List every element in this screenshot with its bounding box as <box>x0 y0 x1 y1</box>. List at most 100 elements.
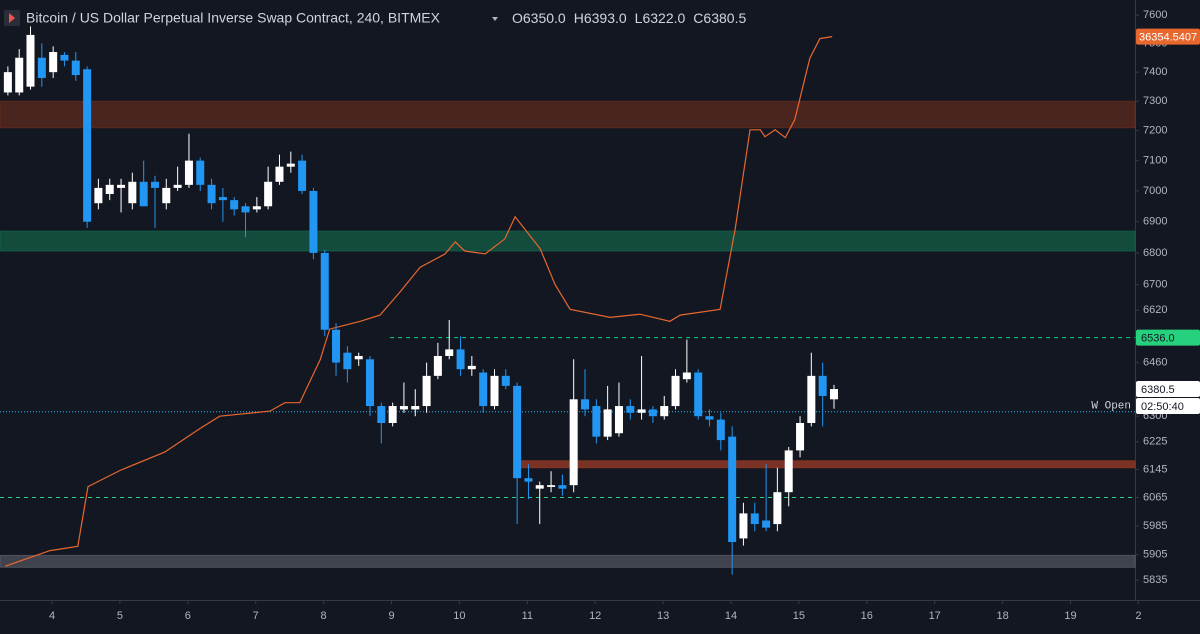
candle-body <box>264 181 273 207</box>
y-tick-label: 7200 <box>1143 125 1167 137</box>
level-badge <box>1136 329 1200 346</box>
y-tick-label: 5985 <box>1143 520 1167 532</box>
candle-body <box>105 184 114 195</box>
candle-body <box>37 57 46 78</box>
candle-body <box>162 187 171 204</box>
ohlc-value: 6350.0 <box>523 10 566 26</box>
y-tick-label: 7600 <box>1143 9 1167 21</box>
ohlc-key: L <box>635 10 643 26</box>
x-tick-label: 4 <box>49 610 55 622</box>
candle-body <box>660 406 669 417</box>
candle-body <box>377 406 386 423</box>
x-tick-label: 9 <box>388 610 394 622</box>
symbol-icon <box>9 13 15 23</box>
x-tick-label: 18 <box>996 610 1008 622</box>
x-tick-label: 12 <box>589 610 601 622</box>
candle-body <box>354 355 363 360</box>
candle-body <box>60 54 69 61</box>
candle-body <box>569 399 578 486</box>
y-tick-label: 6900 <box>1143 216 1167 228</box>
candle-body <box>365 359 374 407</box>
indicator-line <box>5 36 833 567</box>
ohlc-key: H <box>574 10 584 26</box>
candle-body <box>128 181 137 204</box>
candle-body <box>614 406 623 434</box>
candle-body <box>490 375 499 407</box>
candle-body <box>196 160 205 185</box>
x-tick-label: 5 <box>117 610 123 622</box>
candle-body <box>252 206 261 210</box>
y-tick-label: 6065 <box>1143 491 1167 503</box>
candle-body <box>762 520 771 528</box>
zone <box>0 100 1136 129</box>
x-tick-label: 14 <box>725 610 737 622</box>
candle-body <box>15 57 24 93</box>
x-tick-label: 19 <box>1064 610 1076 622</box>
y-tick-label: 6700 <box>1143 279 1167 291</box>
candle-body <box>739 513 748 539</box>
y-tick-label: 6145 <box>1143 463 1167 475</box>
indicator-label: 36354.5407 <box>1139 32 1197 44</box>
x-tick-label: 8 <box>321 610 327 622</box>
candle-body <box>547 485 556 487</box>
title-caret[interactable] <box>492 17 498 21</box>
candle-body <box>343 352 352 370</box>
candle-body <box>184 160 193 185</box>
candle-body <box>581 399 590 410</box>
ohlc-value: 6393.0 <box>584 10 627 26</box>
candle-body <box>637 409 646 413</box>
candle-body <box>49 52 58 73</box>
ohlc-key: C <box>693 10 703 26</box>
candle-body <box>535 485 544 489</box>
x-tick-label: 10 <box>453 610 465 622</box>
ohlc-value: 6380.5 <box>703 10 746 26</box>
candle-body <box>151 181 160 188</box>
candle-body <box>94 187 103 204</box>
candle-body <box>513 385 522 479</box>
candle-body <box>411 406 420 410</box>
candle-body <box>218 197 227 201</box>
x-tick-label: 15 <box>793 610 805 622</box>
candle-body <box>71 60 80 76</box>
y-tick-label: 5905 <box>1143 549 1167 561</box>
y-tick-label: 6620 <box>1143 304 1167 316</box>
candle-body <box>592 406 601 437</box>
candle-body <box>399 406 408 410</box>
x-tick-label: 2 <box>1135 610 1141 622</box>
candle-body <box>728 436 737 542</box>
w-open-label: W Open <box>1091 401 1131 413</box>
candle-body <box>558 485 567 489</box>
candle-body <box>524 478 533 482</box>
candle-body <box>241 206 250 213</box>
candle-body <box>298 160 307 191</box>
candle-body <box>230 200 239 210</box>
y-tick-label: 7300 <box>1143 95 1167 107</box>
candle-body <box>433 355 442 376</box>
candle-body <box>626 406 635 413</box>
candle-body <box>648 409 657 417</box>
y-tick-label: 7400 <box>1143 66 1167 78</box>
ohlc-legend: O6350.0 H6393.0 L6322.0 C6380.5 <box>512 10 746 26</box>
candle-body <box>286 163 295 167</box>
marks: 6536.0W Open7600750074007300720071007000… <box>0 9 1200 622</box>
x-tick-label: 13 <box>657 610 669 622</box>
last-price-badge <box>1136 381 1200 398</box>
candle-body <box>26 34 35 87</box>
candle-body <box>784 450 793 493</box>
candle-body <box>682 372 691 380</box>
candle-body <box>117 184 126 188</box>
candle-body <box>320 252 329 330</box>
candle-body <box>716 419 725 441</box>
candle-body <box>501 375 510 386</box>
indicator-badge <box>1136 28 1200 45</box>
candle-body <box>479 372 488 407</box>
zone <box>0 554 1136 568</box>
candle-body <box>332 329 341 363</box>
y-tick-label: 5835 <box>1143 574 1167 586</box>
y-tick-label: 6460 <box>1143 356 1167 368</box>
candle-body <box>422 375 431 407</box>
candle-body <box>603 409 612 437</box>
